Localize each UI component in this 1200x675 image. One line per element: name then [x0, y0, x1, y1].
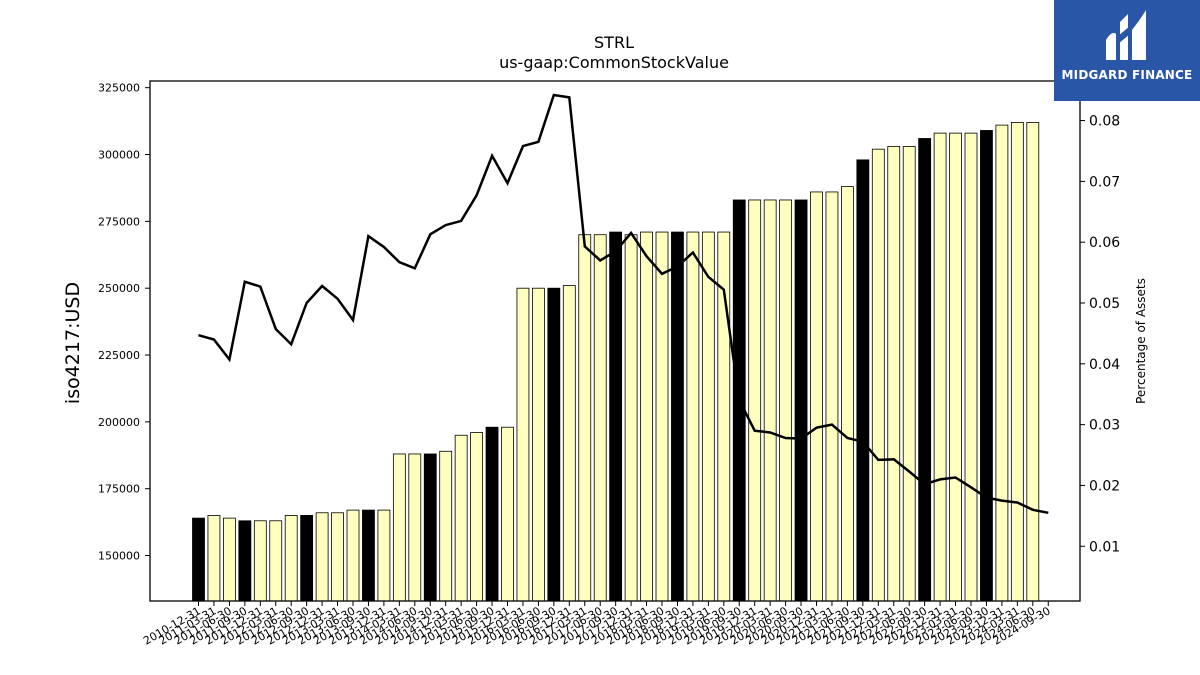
- bar: [377, 509, 391, 602]
- bar: [871, 148, 885, 602]
- bar: [222, 517, 236, 602]
- bar: [980, 130, 993, 602]
- bar: [315, 512, 329, 602]
- bar: [655, 231, 669, 602]
- y2-tick-label: 0.08: [1089, 114, 1120, 130]
- logo-text: MIDGARD FINANCE: [1061, 68, 1193, 82]
- bar: [501, 426, 514, 602]
- y2-tick-label: 0.06: [1089, 235, 1120, 251]
- percentage-line: [198, 93, 1049, 515]
- bar: [825, 191, 839, 602]
- bar: [887, 146, 901, 602]
- bar: [300, 515, 314, 602]
- bar: [763, 199, 777, 602]
- y2-tick-label: 0.02: [1089, 478, 1120, 494]
- bar: [671, 231, 684, 602]
- y2-axis-label: Percentage of Assets: [1134, 278, 1148, 404]
- bar: [902, 146, 916, 602]
- bar: [640, 231, 653, 602]
- y2-tick-label: 0.01: [1089, 539, 1120, 555]
- bar: [810, 191, 823, 602]
- plot-frame: [149, 80, 1081, 602]
- bar: [346, 509, 360, 602]
- bar: [253, 520, 267, 602]
- bar: [918, 138, 932, 602]
- chart-subtitle: us-gaap:CommonStockValue: [499, 53, 729, 72]
- bar: [794, 199, 808, 602]
- bar: [578, 234, 592, 602]
- bar: [562, 285, 576, 602]
- bar: [779, 199, 792, 602]
- y-tick-label: 225000: [98, 349, 140, 362]
- bar: [454, 434, 468, 602]
- bar: [964, 132, 978, 602]
- bar: [485, 426, 499, 602]
- bar: [593, 234, 607, 602]
- bar: [284, 515, 298, 602]
- bar: [547, 287, 561, 602]
- y-tick-label: 250000: [98, 282, 140, 295]
- logo: MIDGARD FINANCE: [1054, 0, 1200, 101]
- bar: [238, 520, 252, 602]
- bar: [1026, 122, 1040, 602]
- bar: [933, 132, 947, 602]
- y-axis-label: iso4217:USD: [62, 282, 84, 404]
- bar: [748, 199, 762, 602]
- bar: [516, 287, 530, 602]
- line-group: [198, 93, 1049, 515]
- bar: [532, 287, 545, 602]
- bar: [331, 512, 344, 602]
- bar: [423, 453, 437, 602]
- bar: [841, 186, 854, 602]
- bar: [995, 124, 1009, 602]
- bar: [609, 231, 623, 602]
- y2-tick-label: 0.03: [1089, 418, 1120, 434]
- bar: [439, 450, 453, 602]
- bar: [207, 515, 221, 602]
- axes-group: 150000 175000 200000 225000 250000 275000 3000…: [98, 80, 1120, 648]
- bar: [949, 132, 962, 602]
- bar: [624, 234, 638, 602]
- y-tick-label: 325000: [98, 82, 140, 95]
- y2-tick-label: 0.05: [1089, 296, 1120, 312]
- bar: [470, 432, 484, 602]
- y2-tick-label: 0.04: [1089, 357, 1120, 373]
- chart-title: STRL: [594, 33, 634, 52]
- bar: [269, 520, 283, 602]
- bar: [856, 159, 870, 602]
- bar: [408, 453, 422, 602]
- y-tick-label: 200000: [98, 416, 140, 429]
- y-tick-label: 175000: [98, 483, 140, 496]
- bar: [686, 231, 700, 602]
- logo-mark-icon: [1106, 10, 1146, 60]
- bar: [362, 509, 375, 602]
- y2-tick-label: 0.07: [1089, 174, 1120, 190]
- y-tick-label: 150000: [98, 550, 140, 563]
- bar: [392, 453, 406, 602]
- bar: [192, 517, 205, 602]
- bar: [701, 231, 715, 602]
- bar: [1010, 122, 1024, 602]
- y-tick-label: 275000: [98, 215, 140, 228]
- bars-group: [192, 122, 1040, 602]
- y-tick-label: 300000: [98, 149, 140, 162]
